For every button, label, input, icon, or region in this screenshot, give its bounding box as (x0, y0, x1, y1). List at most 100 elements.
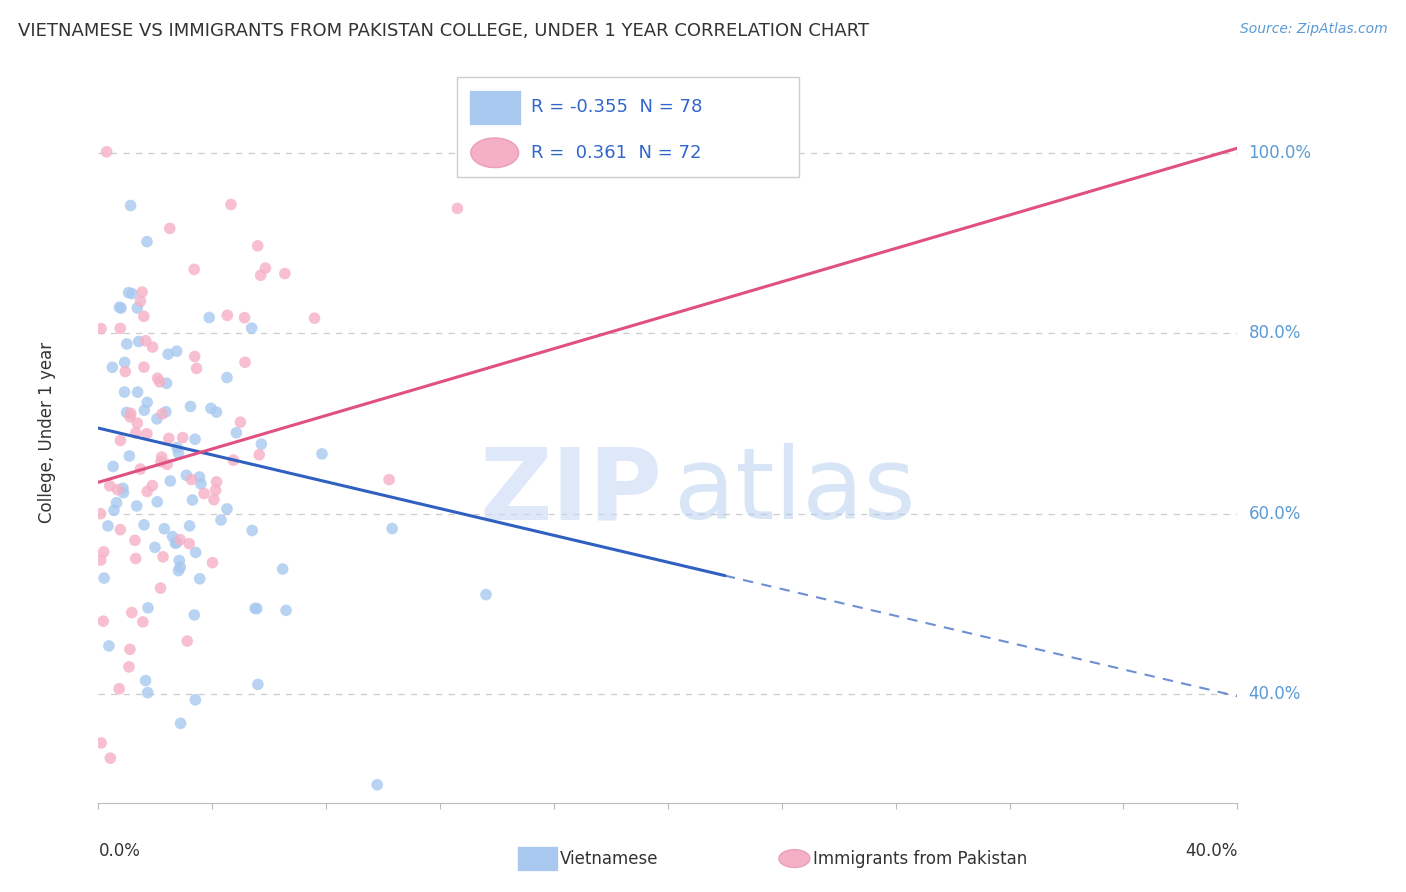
Point (93, 571, 115, 585)
Point (146, 495, 169, 509)
Point (274, 603, 297, 617)
Point (135, 673, 157, 688)
Point (132, 517, 155, 532)
Point (101, 459, 124, 474)
Text: 80.0%: 80.0% (1249, 325, 1301, 343)
Point (184, 693, 207, 707)
Point (127, 385, 149, 400)
Point (120, 409, 142, 424)
Point (198, 310, 221, 325)
Point (125, 499, 148, 513)
Point (127, 301, 149, 315)
Point (193, 486, 215, 500)
Point (136, 484, 159, 499)
FancyBboxPatch shape (468, 90, 522, 125)
Point (159, 221, 181, 235)
Point (179, 519, 201, 533)
Point (135, 426, 157, 441)
Text: 40.0%: 40.0% (1249, 685, 1301, 704)
Text: Source: ZipAtlas.com: Source: ZipAtlas.com (1240, 22, 1388, 37)
Point (121, 286, 143, 301)
Point (246, 677, 269, 691)
Point (115, 337, 138, 351)
Point (142, 340, 165, 354)
Point (103, 503, 125, 517)
Point (183, 607, 205, 622)
Point (155, 376, 177, 391)
Ellipse shape (471, 138, 519, 168)
Point (254, 261, 277, 276)
Point (110, 523, 132, 537)
Point (179, 536, 201, 550)
Point (204, 483, 226, 498)
Point (217, 309, 239, 323)
Point (215, 502, 238, 516)
Point (115, 405, 138, 419)
Point (240, 321, 263, 335)
Point (271, 562, 294, 576)
Point (159, 474, 181, 488)
Point (186, 361, 208, 376)
Point (129, 462, 152, 476)
Point (120, 198, 142, 212)
Point (172, 431, 194, 445)
Point (136, 395, 159, 409)
Point (136, 685, 159, 699)
Point (135, 334, 157, 348)
Point (475, 588, 498, 602)
Point (108, 681, 131, 696)
Point (169, 560, 191, 574)
Point (97, 519, 120, 533)
Point (96, 145, 118, 159)
Point (229, 415, 252, 429)
Text: 100.0%: 100.0% (1249, 144, 1312, 161)
Point (127, 416, 149, 430)
Point (150, 407, 173, 421)
Point (215, 370, 238, 384)
Point (222, 453, 245, 467)
Point (121, 606, 143, 620)
Point (107, 483, 129, 497)
Point (167, 564, 190, 578)
Point (136, 235, 159, 249)
Point (136, 600, 159, 615)
Point (225, 425, 247, 440)
Point (118, 660, 141, 674)
Point (90, 553, 112, 567)
FancyBboxPatch shape (457, 78, 799, 178)
Y-axis label: College, Under 1 year: College, Under 1 year (38, 342, 56, 524)
Point (162, 530, 184, 544)
Point (90, 321, 112, 335)
Point (118, 449, 141, 463)
Point (381, 522, 404, 536)
Point (446, 202, 468, 216)
Point (146, 412, 169, 426)
Point (233, 310, 256, 325)
Point (114, 355, 136, 369)
Point (128, 334, 150, 349)
Point (110, 321, 132, 335)
Point (157, 431, 180, 445)
Point (304, 311, 326, 326)
Point (117, 285, 139, 300)
Text: atlas: atlas (673, 443, 915, 541)
Point (165, 536, 187, 550)
Point (167, 446, 190, 460)
Point (108, 300, 131, 314)
Point (233, 355, 256, 369)
Point (90, 736, 112, 750)
Point (274, 267, 297, 281)
Text: Immigrants from Pakistan: Immigrants from Pakistan (813, 849, 1026, 868)
Text: ZIP: ZIP (479, 443, 662, 541)
Point (110, 301, 132, 315)
Point (179, 400, 201, 414)
Point (249, 268, 271, 283)
Point (246, 239, 269, 253)
Point (250, 437, 273, 451)
Point (105, 496, 128, 510)
Point (219, 197, 242, 211)
Point (209, 513, 232, 527)
Point (205, 405, 228, 419)
Point (246, 601, 269, 615)
Point (90, 507, 112, 521)
